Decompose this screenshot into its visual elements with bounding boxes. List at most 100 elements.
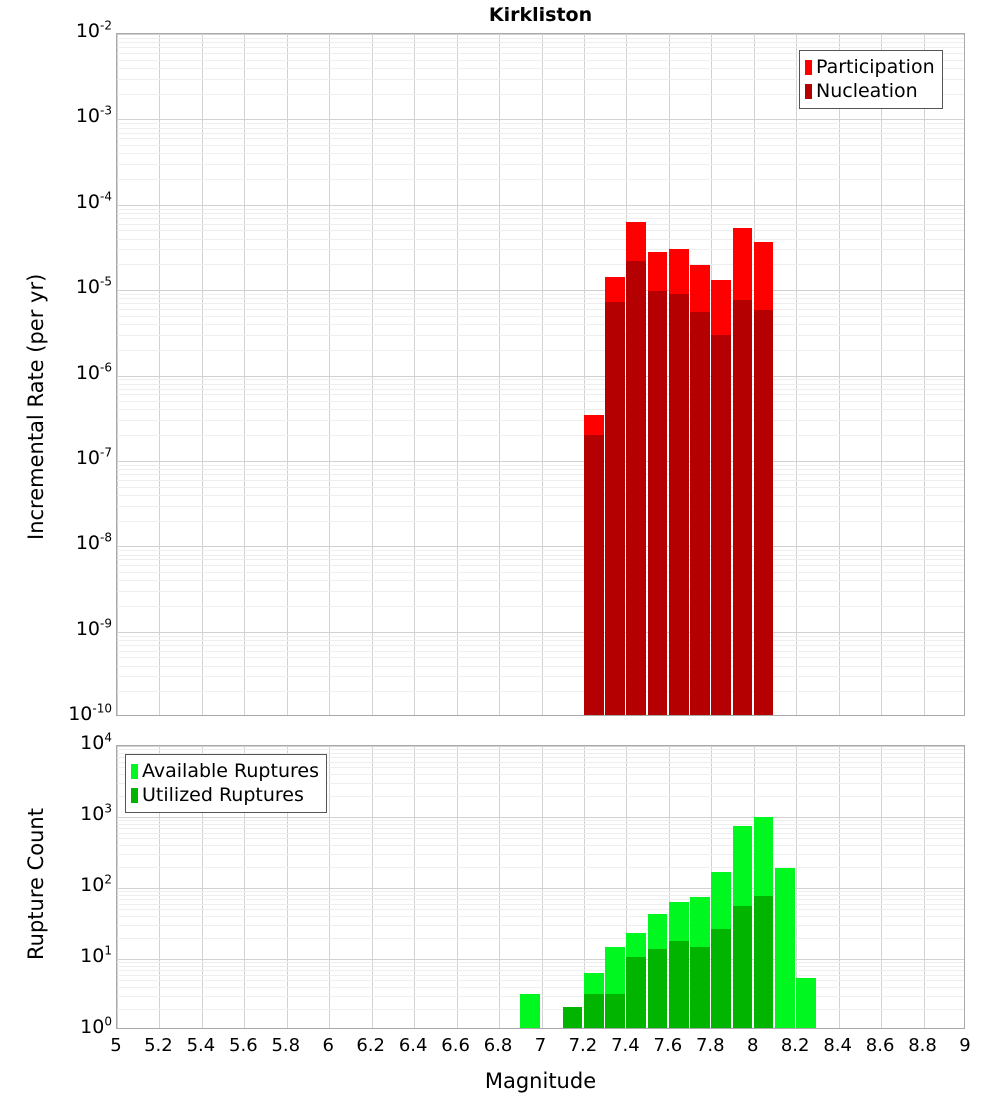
x-tick-label: 6.2 (356, 1035, 385, 1056)
x-tick-label: 6.6 (441, 1035, 470, 1056)
x-tick-label: 6.8 (483, 1035, 513, 1056)
bottom-bars (117, 746, 964, 1028)
top-yaxis-title: Incremental Rate (per yr) (24, 273, 48, 540)
y-tick-label: 10-4 (75, 189, 112, 213)
page-title: Kirkliston (488, 4, 593, 26)
x-tick-label: 5.6 (229, 1035, 258, 1056)
bar (690, 265, 710, 715)
x-tick-label: 5 (110, 1035, 122, 1056)
bar (626, 932, 647, 1028)
x-tick-label: 9 (959, 1035, 971, 1056)
bar (796, 978, 816, 1028)
top-bars (117, 34, 964, 715)
bar (583, 972, 604, 1028)
utilized-ruptures-segment (605, 994, 625, 1028)
utilized-ruptures-segment (562, 1006, 583, 1028)
x-tick-label: 5.4 (186, 1035, 216, 1056)
x-tick-label: 8.6 (865, 1035, 895, 1056)
x-tick-label: 7.8 (695, 1035, 725, 1056)
nucleation-segment (583, 435, 604, 715)
y-tick-label: 10-3 (75, 104, 112, 128)
bottom-gridlines (117, 746, 964, 1028)
x-tick-label: 6 (322, 1035, 334, 1056)
bar (647, 252, 668, 715)
y-tick-label: 10-5 (75, 274, 112, 299)
legend-item-nucleation: Nucleation (805, 79, 935, 103)
legend-label: Participation (816, 55, 935, 78)
bar (711, 871, 732, 1028)
bar (753, 816, 774, 1028)
x-tick-label: 5.8 (271, 1035, 301, 1056)
y-tick-label: 101 (80, 943, 112, 967)
available-ruptures-segment (774, 867, 795, 1028)
bar (774, 867, 795, 1028)
nucleation-segment (668, 294, 689, 715)
x-tick-label: 8.8 (908, 1035, 937, 1056)
bar (562, 1006, 583, 1028)
bar (583, 414, 604, 715)
nucleation-segment (605, 302, 625, 715)
legend-item-participation: Participation (805, 55, 935, 79)
bar (605, 946, 625, 1028)
nucleation-segment (732, 299, 753, 715)
nucleation-segment (711, 335, 732, 715)
legend-label: Utilized Ruptures (142, 783, 304, 806)
x-tick-label: 7.6 (653, 1035, 683, 1056)
bar (520, 994, 540, 1028)
nucleation-segment (647, 290, 668, 715)
x-tick-label: 8.4 (823, 1035, 852, 1056)
bar (647, 914, 668, 1028)
x-tick-label: 7.2 (568, 1035, 598, 1056)
utilized-ruptures-segment (583, 994, 604, 1028)
bar (711, 279, 732, 715)
x-tick-label: 7 (534, 1035, 547, 1056)
y-tick-label: 104 (80, 730, 112, 754)
x-tick-label: 7.4 (611, 1035, 640, 1056)
utilized-ruptures-swatch-icon (131, 787, 138, 803)
available-ruptures-segment (796, 978, 816, 1028)
bar (668, 901, 689, 1028)
x-tick-label: 8.2 (780, 1035, 810, 1056)
x-tick-label: 6.4 (398, 1035, 428, 1056)
utilized-ruptures-segment (753, 896, 774, 1028)
top-legend: Participation Nucleation (799, 50, 943, 109)
nucleation-segment (626, 260, 647, 715)
y-tick-label: 102 (80, 872, 112, 896)
y-tick-label: 100 (80, 1014, 112, 1038)
legend-label: Nucleation (816, 79, 918, 102)
bar (732, 826, 753, 1028)
x-tick-label: 5.2 (144, 1035, 173, 1056)
utilized-ruptures-segment (647, 948, 668, 1028)
y-tick-label: 10-9 (75, 616, 112, 640)
bar (690, 897, 710, 1028)
incremental-rate-plot-area (116, 33, 965, 716)
y-tick-label: 10-7 (75, 445, 112, 469)
bar (605, 277, 625, 715)
bar (753, 241, 774, 715)
y-tick-label: 103 (80, 801, 112, 825)
nucleation-segment (690, 311, 710, 715)
legend-label: Available Ruptures (142, 759, 319, 782)
bar (668, 249, 689, 715)
y-tick-label: 10-2 (75, 18, 112, 42)
legend-item-utilized-ruptures: Utilized Ruptures (131, 783, 319, 807)
utilized-ruptures-segment (711, 928, 732, 1028)
bar (626, 221, 647, 715)
utilized-ruptures-segment (690, 946, 710, 1028)
participation-swatch-icon (805, 59, 812, 75)
xaxis-title: Magnitude (484, 1069, 597, 1093)
bottom-legend: Available Ruptures Utilized Ruptures (125, 754, 327, 813)
nucleation-segment (753, 310, 774, 715)
y-tick-label: 10-10 (68, 701, 112, 725)
utilized-ruptures-segment (626, 957, 647, 1028)
utilized-ruptures-segment (668, 940, 689, 1028)
utilized-ruptures-segment (732, 906, 753, 1028)
nucleation-swatch-icon (805, 83, 812, 99)
legend-item-available-ruptures: Available Ruptures (131, 759, 319, 783)
available-ruptures-swatch-icon (131, 763, 138, 779)
available-ruptures-segment (520, 994, 540, 1028)
bar (732, 228, 753, 715)
y-tick-label: 10-8 (75, 530, 112, 555)
x-tick-label: 8 (747, 1035, 759, 1056)
